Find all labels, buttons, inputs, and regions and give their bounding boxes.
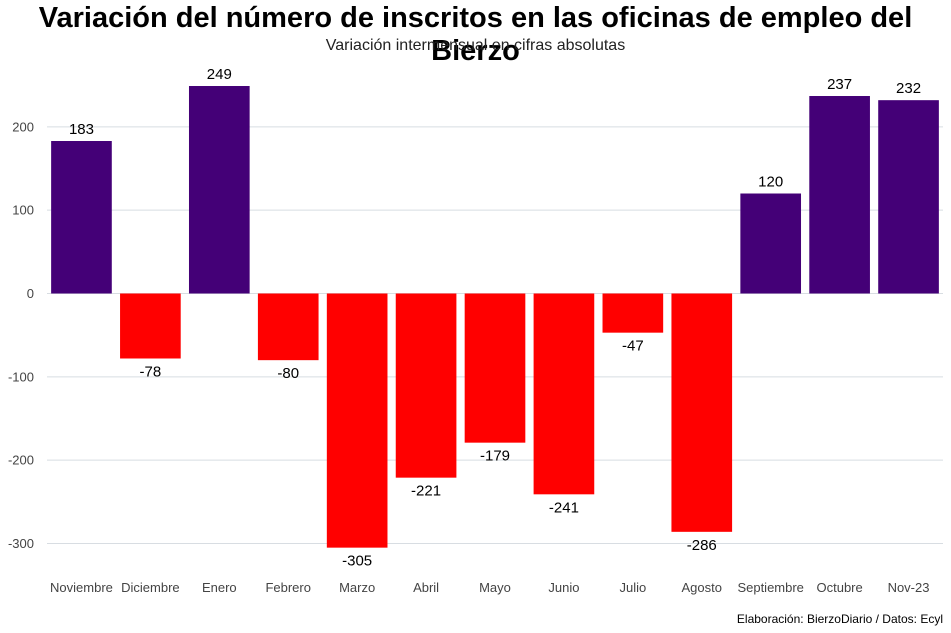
bar-agosto — [671, 293, 733, 532]
data-label: 120 — [758, 174, 783, 191]
x-tick-label: Enero — [202, 580, 237, 595]
x-tick-label: Mayo — [479, 580, 511, 595]
y-tick-label: 200 — [12, 119, 34, 134]
bar-febrero — [257, 293, 319, 361]
bar-septiembre — [740, 193, 802, 294]
x-tick-label: Febrero — [265, 580, 311, 595]
data-label: -179 — [480, 448, 510, 465]
chart-caption: Elaboración: BierzoDiario / Datos: Ecyl — [736, 612, 943, 626]
bar-julio — [602, 293, 664, 333]
x-tick-label: Junio — [548, 580, 579, 595]
bar-marzo — [326, 293, 388, 548]
data-label: -241 — [549, 499, 579, 516]
bar-nov-23 — [878, 100, 939, 294]
data-label: -286 — [687, 537, 717, 554]
y-tick-label: 100 — [12, 203, 34, 218]
data-label: 237 — [827, 76, 852, 93]
bar-enero — [188, 86, 250, 294]
data-label: -47 — [622, 338, 644, 355]
chart-title: Variación del número de inscritos en las… — [38, 2, 913, 67]
data-label: -78 — [140, 363, 162, 380]
data-label: -305 — [342, 553, 372, 570]
bar-noviembre — [51, 141, 112, 294]
x-tick-label: Diciembre — [121, 580, 180, 595]
bar-junio — [533, 293, 595, 495]
bar-mayo — [464, 293, 526, 443]
chart-subtitle: Variación intermensual en cifras absolut… — [325, 37, 626, 54]
y-tick-label: -200 — [8, 453, 34, 468]
y-tick-label: 0 — [27, 286, 34, 301]
data-label: -80 — [277, 365, 299, 382]
x-tick-label: Abril — [413, 580, 439, 595]
x-tick-label: Nov-23 — [888, 580, 930, 595]
bar-diciembre — [120, 293, 181, 359]
data-label: 183 — [69, 121, 94, 138]
x-tick-label: Julio — [619, 580, 646, 595]
x-tick-label: Octubre — [816, 580, 862, 595]
data-label: 249 — [207, 66, 232, 83]
y-tick-label: -300 — [8, 536, 34, 551]
data-label: -221 — [411, 483, 441, 500]
x-tick-label: Septiembre — [737, 580, 803, 595]
bar-octubre — [809, 96, 870, 294]
data-label: 232 — [896, 80, 921, 97]
x-tick-label: Marzo — [339, 580, 375, 595]
bar-abril — [395, 293, 457, 478]
y-tick-label: -100 — [8, 369, 34, 384]
x-tick-label: Agosto — [682, 580, 722, 595]
x-tick-label: Noviembre — [50, 580, 113, 595]
